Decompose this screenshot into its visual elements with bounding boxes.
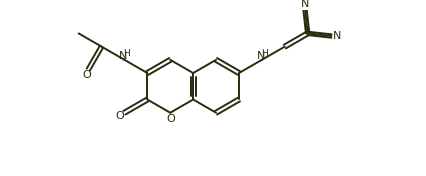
Text: N: N [301,0,309,9]
Text: O: O [166,114,175,124]
Text: H: H [261,49,268,58]
Text: N: N [257,51,265,61]
Text: O: O [115,112,124,121]
Text: H: H [123,49,130,58]
Text: O: O [82,70,91,80]
Text: N: N [118,51,127,61]
Text: N: N [333,31,341,41]
